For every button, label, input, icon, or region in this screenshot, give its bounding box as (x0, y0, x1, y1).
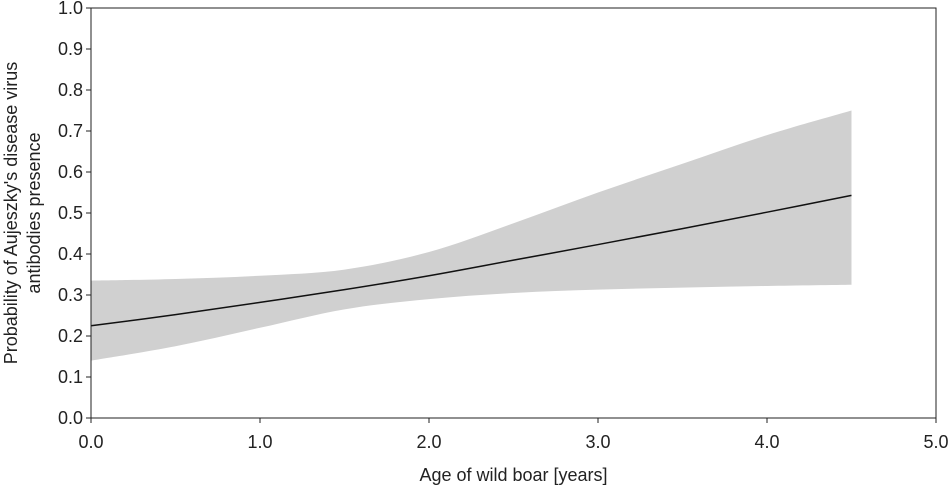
y-tick-label: 0.5 (58, 203, 83, 223)
x-tick-label: 3.0 (585, 432, 610, 452)
y-tick-label: 0.9 (58, 39, 83, 59)
confidence-band-layer (91, 110, 852, 361)
y-tick-label: 0.1 (58, 367, 83, 387)
fit-line (90, 194, 852, 327)
x-tick-label: 0.0 (78, 432, 103, 452)
y-tick-label: 0.2 (58, 326, 83, 346)
x-tick-label: 5.0 (923, 432, 948, 452)
y-tick-label: 0.6 (58, 162, 83, 182)
x-tick-label: 4.0 (754, 432, 779, 452)
y-tick-label: 0.0 (58, 408, 83, 428)
y-tick-label: 0.8 (58, 80, 83, 100)
y-tick-label: 0.4 (58, 244, 83, 264)
x-axis-title: Age of wild boar [years] (419, 465, 607, 485)
y-tick-label: 1.0 (58, 0, 83, 18)
y-tick-label: 0.7 (58, 121, 83, 141)
y-axis-ticks: 0.0 0.1 0.2 0.3 0.4 0.5 0.6 0.7 0.8 0.9 1.0 (58, 0, 91, 428)
y-axis-title-line-1: Probability of Aujeszky's disease virus (1, 62, 21, 365)
x-axis-ticks: 0.0 1.0 2.0 3.0 4.0 5.0 (78, 418, 949, 452)
fit-line-layer (90, 194, 852, 327)
confidence-band (91, 110, 852, 361)
x-tick-label: 1.0 (247, 432, 272, 452)
y-axis-title-line-2: antibodies presence (24, 132, 44, 293)
y-tick-label: 0.3 (58, 285, 83, 305)
x-tick-label: 2.0 (416, 432, 441, 452)
